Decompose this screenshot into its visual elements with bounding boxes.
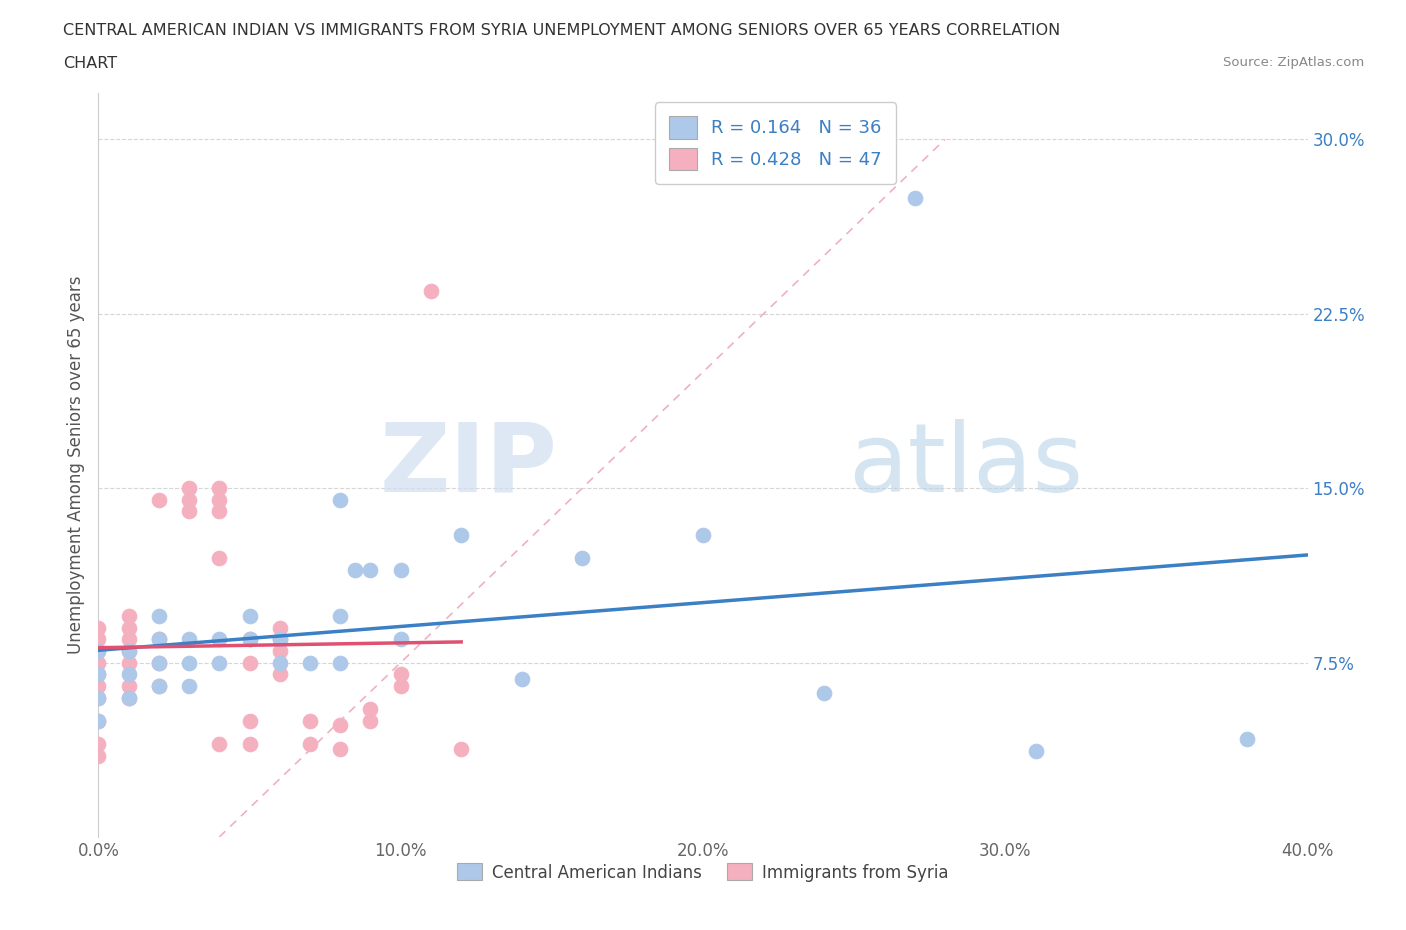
- Point: [118, 679, 141, 694]
- Point: [87, 713, 110, 728]
- Text: Source: ZipAtlas.com: Source: ZipAtlas.com: [1223, 56, 1364, 69]
- Point: [329, 718, 352, 733]
- Point: [148, 656, 170, 671]
- Point: [87, 679, 110, 694]
- Point: [87, 748, 110, 763]
- Point: [87, 632, 110, 647]
- Point: [118, 644, 141, 658]
- Text: CHART: CHART: [63, 56, 117, 71]
- Point: [813, 685, 835, 700]
- Point: [118, 632, 141, 647]
- Point: [239, 737, 262, 751]
- Text: CENTRAL AMERICAN INDIAN VS IMMIGRANTS FROM SYRIA UNEMPLOYMENT AMONG SENIORS OVER: CENTRAL AMERICAN INDIAN VS IMMIGRANTS FR…: [63, 23, 1060, 38]
- Point: [239, 656, 262, 671]
- Point: [299, 713, 322, 728]
- Point: [208, 632, 231, 647]
- Point: [87, 644, 110, 658]
- Point: [118, 644, 141, 658]
- Point: [179, 493, 201, 508]
- Point: [269, 656, 291, 671]
- Point: [299, 656, 322, 671]
- Point: [87, 737, 110, 751]
- Point: [148, 632, 170, 647]
- Point: [87, 620, 110, 635]
- Point: [360, 702, 382, 717]
- Point: [904, 190, 927, 205]
- Point: [450, 527, 472, 542]
- Point: [299, 737, 322, 751]
- Point: [269, 644, 291, 658]
- Point: [179, 656, 201, 671]
- Point: [269, 632, 291, 647]
- Point: [360, 562, 382, 577]
- Point: [269, 620, 291, 635]
- Point: [329, 493, 352, 508]
- Point: [389, 667, 412, 682]
- Point: [118, 620, 141, 635]
- Legend: Central American Indians, Immigrants from Syria: Central American Indians, Immigrants fro…: [451, 857, 955, 888]
- Point: [692, 527, 714, 542]
- Point: [179, 679, 201, 694]
- Point: [360, 713, 382, 728]
- Point: [239, 632, 262, 647]
- Point: [87, 690, 110, 705]
- Text: atlas: atlas: [848, 418, 1083, 512]
- Point: [389, 562, 412, 577]
- Point: [450, 741, 472, 756]
- Point: [344, 562, 367, 577]
- Point: [420, 283, 443, 298]
- Point: [148, 632, 170, 647]
- Point: [87, 690, 110, 705]
- Point: [87, 667, 110, 682]
- Point: [269, 632, 291, 647]
- Point: [269, 667, 291, 682]
- Point: [179, 632, 201, 647]
- Point: [148, 679, 170, 694]
- Point: [148, 679, 170, 694]
- Point: [389, 679, 412, 694]
- Point: [208, 551, 231, 565]
- Point: [87, 656, 110, 671]
- Point: [239, 632, 262, 647]
- Point: [1236, 732, 1258, 747]
- Point: [87, 644, 110, 658]
- Text: ZIP: ZIP: [380, 418, 558, 512]
- Point: [208, 504, 231, 519]
- Point: [148, 656, 170, 671]
- Y-axis label: Unemployment Among Seniors over 65 years: Unemployment Among Seniors over 65 years: [66, 276, 84, 654]
- Point: [179, 504, 201, 519]
- Point: [118, 690, 141, 705]
- Point: [118, 690, 141, 705]
- Point: [571, 551, 593, 565]
- Point: [148, 493, 170, 508]
- Point: [118, 609, 141, 624]
- Point: [208, 656, 231, 671]
- Point: [329, 609, 352, 624]
- Point: [510, 671, 533, 686]
- Point: [208, 481, 231, 496]
- Point: [87, 667, 110, 682]
- Point: [239, 713, 262, 728]
- Point: [208, 493, 231, 508]
- Point: [329, 656, 352, 671]
- Point: [389, 632, 412, 647]
- Point: [118, 656, 141, 671]
- Point: [118, 667, 141, 682]
- Point: [239, 609, 262, 624]
- Point: [148, 609, 170, 624]
- Point: [179, 481, 201, 496]
- Point: [1024, 744, 1046, 759]
- Point: [87, 713, 110, 728]
- Point: [329, 741, 352, 756]
- Point: [208, 737, 231, 751]
